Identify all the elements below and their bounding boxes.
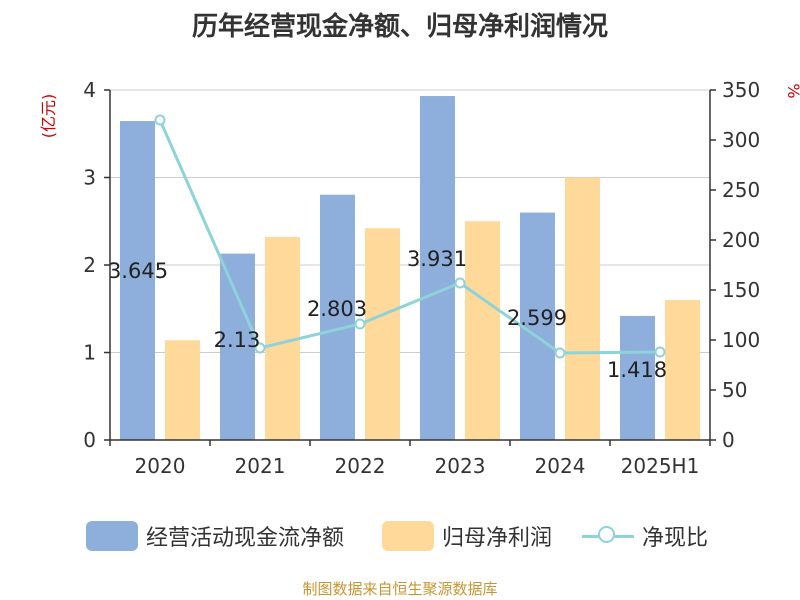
chart-canvas: 3.645 2.13 2.803 3.931 2.599 1.418 0 1 2 3 4 0 50 100… (39, 78, 800, 478)
bar-cash-flow (220, 253, 255, 440)
legend-label-cash-flow: 经营活动现金流净额 (146, 526, 345, 551)
data-source-note: 制图数据来自恒生聚源数据库 (302, 580, 498, 598)
data-label-cash-flow: 1.418 (607, 358, 667, 382)
data-label-cash-flow: 3.931 (407, 247, 467, 271)
bar-net-profit (665, 300, 700, 440)
line-ratio (158, 119, 661, 355)
y-left-tick-label: 2 (83, 253, 96, 277)
legend-swatch-net-profit (382, 521, 434, 551)
legend-label-net-profit: 归母净利润 (442, 526, 553, 551)
point-ratio (254, 342, 266, 354)
y-right-tick-label: 250 (722, 178, 760, 202)
y-right-tick-label: 150 (722, 278, 760, 302)
legend-item-ratio[interactable]: 净现比 (582, 518, 708, 554)
x-tick-label: 2020 (135, 454, 186, 478)
bar-cash-flow (520, 212, 555, 440)
y-right-unit: % (784, 83, 800, 98)
point-ratio (154, 114, 166, 126)
data-label-cash-flow: 2.803 (307, 297, 367, 321)
x-tick-label: 2023 (435, 454, 486, 478)
chart-title: 历年经营现金净额、归母净利润情况 (191, 12, 608, 42)
bar-net-profit (165, 340, 200, 440)
y-left-tick-label: 3 (83, 166, 96, 190)
legend-item-net-profit[interactable]: 归母净利润 (382, 518, 552, 554)
y-right-tick-label: 50 (722, 378, 747, 402)
y-left-tick-label: 4 (83, 78, 96, 102)
y-left-tick-label: 1 (83, 341, 96, 365)
bar-net-profit (365, 228, 400, 440)
y-right-tick-label: 350 (722, 78, 760, 102)
y-right-tick-label: 0 (722, 428, 735, 452)
x-tick-label: 2021 (235, 454, 286, 478)
y-right-tick-label: 100 (722, 328, 760, 352)
point-ratio (454, 277, 466, 289)
point-ratio (654, 346, 666, 358)
bar-cash-flow (320, 194, 355, 440)
data-label-cash-flow: 3.645 (108, 259, 168, 283)
x-tick-label: 2024 (535, 454, 586, 478)
y-right-tick-label: 200 (722, 228, 760, 252)
point-ratio (554, 347, 566, 359)
x-tick-label: 2022 (335, 454, 386, 478)
data-label-cash-flow: 2.13 (214, 328, 261, 352)
legend-line-ratio (582, 521, 634, 551)
data-label-cash-flow: 2.599 (507, 306, 567, 330)
bar-net-profit (465, 221, 500, 440)
legend-swatch-cash-flow (86, 521, 138, 551)
point-ratio (354, 318, 366, 330)
legend-label-ratio: 净现比 (642, 526, 709, 551)
chart-legend: 经营活动现金流净额 归母净利润 净现比 (0, 518, 800, 554)
y-right-tick-label: 300 (722, 128, 760, 152)
y-left-unit: (亿元) (39, 94, 58, 139)
bar-cash-flow (420, 96, 455, 440)
y-left-tick-label: 0 (83, 428, 96, 452)
bar-net-profit (565, 177, 600, 440)
legend-item-cash-flow[interactable]: 经营活动现金流净额 (86, 518, 344, 554)
x-tick-label: 2025H1 (621, 454, 700, 478)
bar-cash-flow (620, 315, 655, 440)
bar-cash-flow (120, 121, 155, 440)
